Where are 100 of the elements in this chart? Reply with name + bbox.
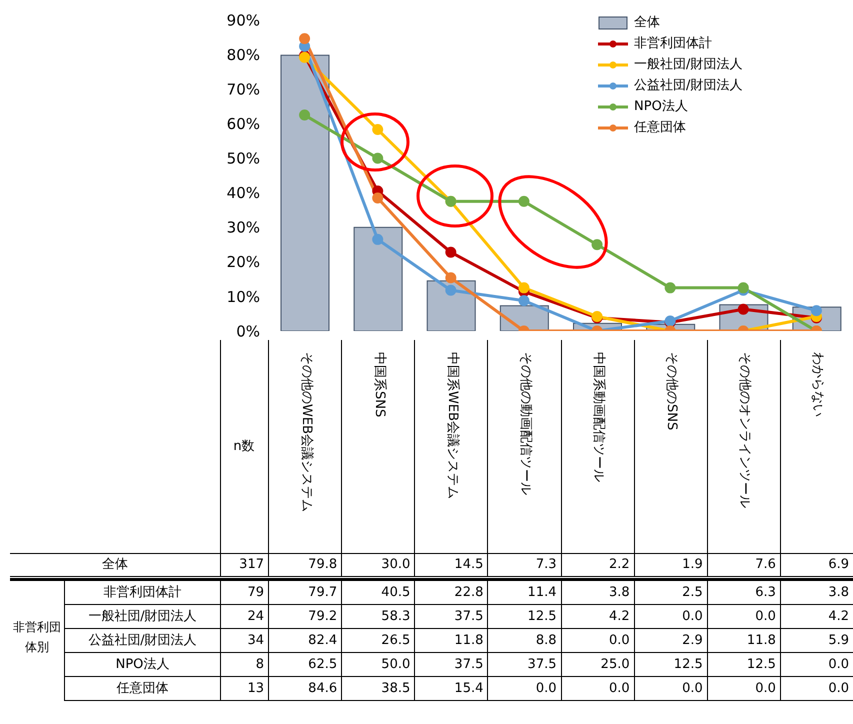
data-label: 8.8 bbox=[487, 629, 560, 653]
point bbox=[445, 272, 456, 284]
y-tick-label: 30% bbox=[226, 218, 260, 237]
text: 34 bbox=[220, 629, 268, 653]
data-label: 0.0 bbox=[706, 605, 780, 629]
text: 非営利団体別 bbox=[12, 619, 62, 656]
data-label: 25.0 bbox=[560, 653, 634, 677]
data-label: 79.8 bbox=[268, 553, 342, 577]
data-label: 12.5 bbox=[487, 605, 560, 629]
y-tick-label: 60% bbox=[226, 114, 260, 133]
data-label: 12.5 bbox=[706, 653, 780, 677]
x-tick-label: 中国系動画配信ツール bbox=[590, 352, 608, 482]
legend-label: 公益社団/財団法人 bbox=[634, 77, 742, 95]
data-label: 0.0 bbox=[780, 677, 853, 701]
data-label: 3.8 bbox=[780, 581, 853, 605]
data-label: 62.5 bbox=[268, 653, 342, 677]
data-label: 5.9 bbox=[780, 629, 853, 653]
data-label: 79.7 bbox=[268, 581, 342, 605]
point bbox=[372, 234, 384, 245]
text: 13 bbox=[220, 677, 268, 701]
bar bbox=[354, 226, 403, 331]
data-label: 0.0 bbox=[634, 677, 707, 701]
data-label: 0.0 bbox=[706, 677, 780, 701]
data-label: 11.8 bbox=[414, 629, 488, 653]
data-label: 50.0 bbox=[341, 653, 414, 677]
text: 任意団体 bbox=[116, 681, 168, 696]
legend-label: 一般社団/財団法人 bbox=[634, 56, 742, 74]
text: 一般社団/財団法人 bbox=[88, 609, 197, 624]
data-label: 6.3 bbox=[706, 581, 780, 605]
data-label: 7.3 bbox=[487, 553, 560, 577]
data-label: 84.6 bbox=[268, 677, 342, 701]
point bbox=[445, 246, 456, 258]
data-label: 11.8 bbox=[706, 629, 780, 653]
legend-label: NPO法人 bbox=[634, 98, 688, 116]
y-tick-label: 0% bbox=[236, 322, 260, 340]
data-label: 2.9 bbox=[634, 629, 707, 653]
text: 公益社団/財団法人 bbox=[88, 633, 197, 648]
x-tick-label: わからない bbox=[809, 352, 826, 417]
data-label: 37.5 bbox=[414, 605, 488, 629]
data-label: 0.0 bbox=[487, 677, 560, 701]
data-label: 4.2 bbox=[560, 605, 634, 629]
point bbox=[299, 33, 310, 44]
point bbox=[518, 295, 530, 306]
legend-label: 全体 bbox=[634, 14, 660, 32]
text: 全体 bbox=[102, 557, 128, 572]
data-label: 14.5 bbox=[414, 553, 488, 577]
x-tick-label: その他のWEB会議システム bbox=[298, 352, 315, 512]
point bbox=[445, 284, 456, 296]
x-tick-label: その他のオンラインツール bbox=[736, 352, 754, 508]
point bbox=[372, 152, 384, 164]
data-label: 40.5 bbox=[341, 581, 414, 605]
data-label: 26.5 bbox=[341, 629, 414, 653]
point bbox=[372, 124, 384, 136]
point bbox=[738, 282, 749, 294]
data-label: 58.3 bbox=[341, 605, 414, 629]
text: NPO法人 bbox=[116, 657, 170, 672]
data-label: 6.9 bbox=[780, 553, 853, 577]
point bbox=[372, 192, 384, 204]
point bbox=[518, 282, 530, 294]
x-tick-label: その他の動画配信ツール bbox=[516, 352, 534, 495]
text: 非営利団体計 bbox=[104, 585, 182, 600]
data-label: 7.6 bbox=[706, 553, 780, 577]
point bbox=[738, 304, 749, 315]
data-label: 12.5 bbox=[634, 653, 707, 677]
data-label: 0.0 bbox=[560, 677, 634, 701]
data-label: 0.0 bbox=[634, 605, 707, 629]
data-label: 0.0 bbox=[780, 653, 853, 677]
point bbox=[592, 239, 603, 250]
y-tick-label: 40% bbox=[226, 184, 260, 202]
x-tick-label: 中国系WEB会議システム bbox=[444, 352, 461, 499]
x-tick-label: 中国系SNS bbox=[370, 352, 388, 418]
data-label: 2.2 bbox=[560, 553, 634, 577]
data-label: 82.4 bbox=[268, 629, 342, 653]
data-label: 11.4 bbox=[487, 581, 560, 605]
point bbox=[518, 196, 530, 207]
point bbox=[664, 282, 676, 294]
data-label: 3.8 bbox=[560, 581, 634, 605]
y-tick-label: 90% bbox=[226, 11, 260, 30]
x-tick-label: その他のSNS bbox=[663, 352, 680, 430]
data-label: 0.0 bbox=[560, 629, 634, 653]
y-tick-label: 70% bbox=[226, 80, 260, 98]
data-label: 30.0 bbox=[341, 553, 414, 577]
data-label: 79.2 bbox=[268, 605, 342, 629]
data-label: 37.5 bbox=[487, 653, 560, 677]
data-label: 15.4 bbox=[414, 677, 488, 701]
legend-label: 任意団体 bbox=[634, 119, 686, 137]
point bbox=[299, 110, 310, 121]
text: 317 bbox=[220, 553, 268, 577]
text: 8 bbox=[220, 653, 268, 677]
y-tick-label: 80% bbox=[226, 46, 260, 64]
data-label: 38.5 bbox=[341, 677, 414, 701]
legend-label: 非営利団体計 bbox=[634, 35, 712, 53]
bar bbox=[280, 54, 330, 331]
y-tick-label: 50% bbox=[226, 150, 260, 168]
data-label: 1.9 bbox=[634, 553, 707, 577]
data-label: 4.2 bbox=[780, 605, 853, 629]
y-tick-label: 20% bbox=[226, 253, 260, 272]
data-label: 37.5 bbox=[414, 653, 488, 677]
text: n数 bbox=[232, 438, 256, 456]
data-label: 2.5 bbox=[634, 581, 707, 605]
